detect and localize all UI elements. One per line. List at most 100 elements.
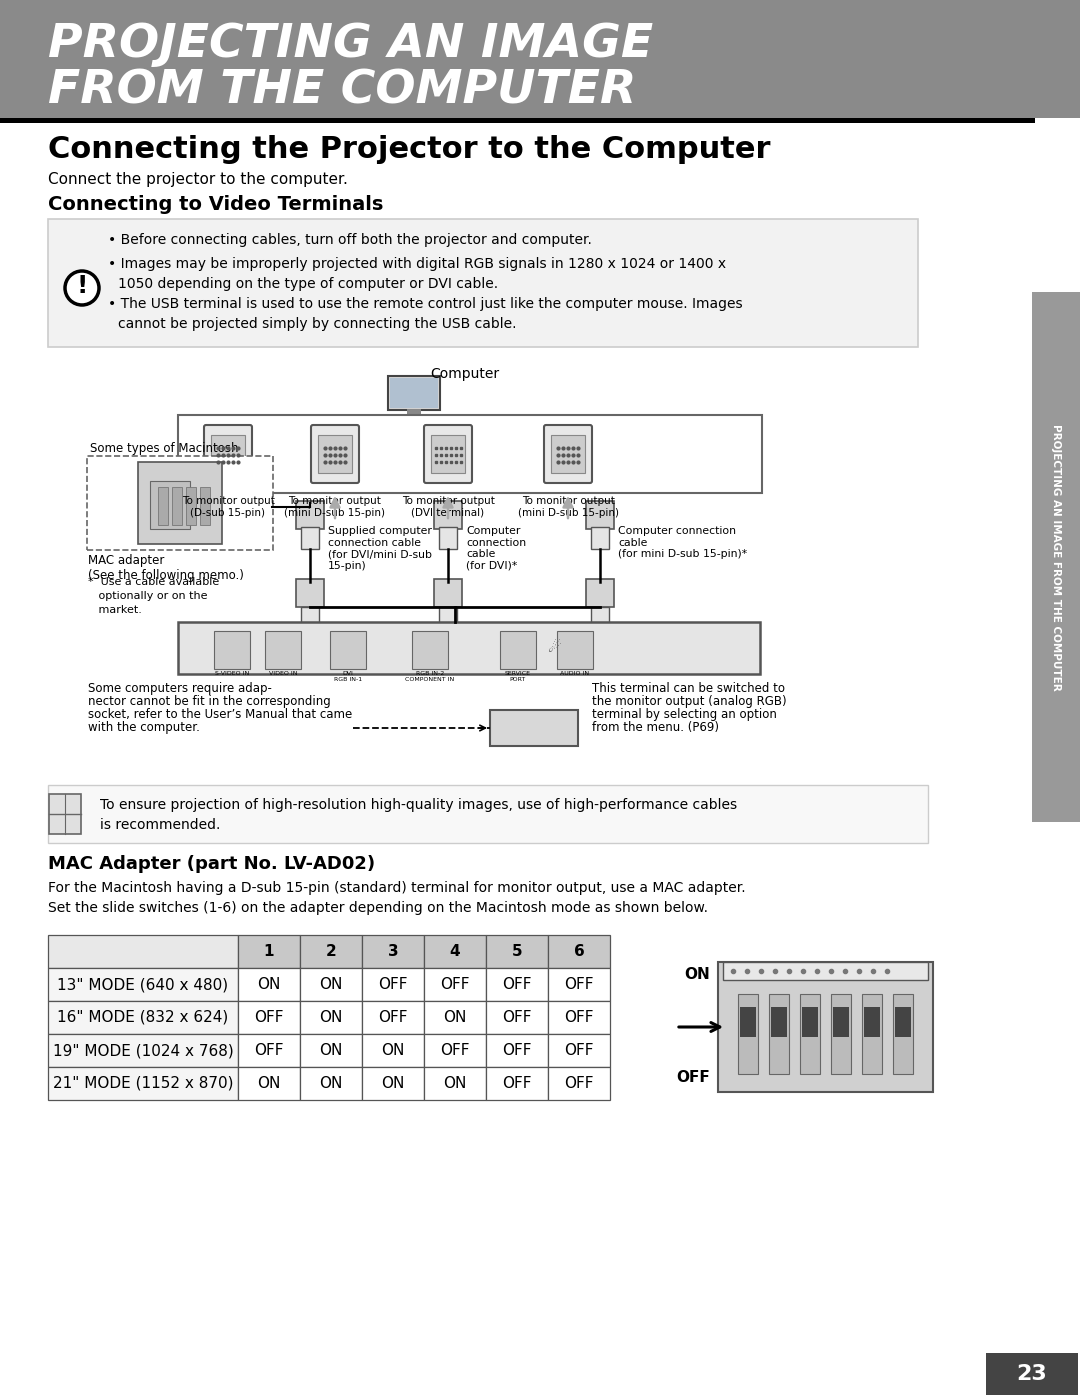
Text: from the menu. (P69): from the menu. (P69): [592, 721, 719, 733]
Bar: [300, 1034, 362, 1067]
Text: AUDIO IN: AUDIO IN: [561, 671, 590, 676]
FancyBboxPatch shape: [424, 425, 472, 483]
Text: 23: 23: [1016, 1363, 1048, 1384]
Bar: [986, 1354, 1078, 1396]
Bar: [238, 1067, 300, 1099]
Text: OFF: OFF: [502, 977, 531, 992]
Text: OFF: OFF: [676, 1070, 710, 1085]
Text: ON: ON: [320, 1010, 342, 1025]
Text: ON: ON: [320, 977, 342, 992]
Text: 1: 1: [264, 944, 274, 958]
Bar: [238, 935, 300, 968]
Text: For the Macintosh having a D-sub 15-pin (standard) terminal for monitor output, : For the Macintosh having a D-sub 15-pin …: [48, 882, 745, 895]
Bar: [548, 1034, 610, 1067]
Text: • Images may be improperly projected with digital RGB signals in 1280 x 1024 or : • Images may be improperly projected wit…: [108, 257, 726, 271]
Text: ☄: ☄: [549, 640, 562, 655]
Bar: [434, 578, 462, 608]
Bar: [548, 1002, 610, 1034]
Bar: [591, 527, 609, 549]
Text: Connecting the Projector to the Computer: Connecting the Projector to the Computer: [48, 136, 770, 163]
Text: ON: ON: [257, 977, 281, 992]
FancyBboxPatch shape: [87, 455, 273, 550]
Bar: [769, 995, 789, 1074]
Bar: [424, 935, 486, 968]
Bar: [548, 968, 610, 1002]
Text: *  Use a cable available: * Use a cable available: [87, 577, 219, 587]
Bar: [296, 578, 324, 608]
Text: OFF: OFF: [564, 1044, 594, 1058]
Text: Connecting to Video Terminals: Connecting to Video Terminals: [48, 196, 383, 214]
Bar: [48, 1002, 238, 1034]
Text: ON: ON: [257, 1076, 281, 1091]
Bar: [300, 968, 362, 1002]
Bar: [172, 488, 183, 525]
Text: Some types of Macintosh: Some types of Macintosh: [90, 441, 239, 455]
Bar: [362, 1002, 424, 1034]
Bar: [301, 527, 319, 549]
Text: SERVICE
PORT: SERVICE PORT: [505, 671, 531, 682]
Text: Some computers require adap-: Some computers require adap-: [87, 682, 272, 694]
Bar: [48, 1034, 238, 1067]
Text: Computer: Computer: [430, 367, 499, 381]
Text: Connect the projector to the computer.: Connect the projector to the computer.: [48, 172, 348, 187]
Text: terminal by selecting an option: terminal by selecting an option: [592, 708, 777, 721]
Text: MAC adapter
(See the following memo.): MAC adapter (See the following memo.): [87, 555, 244, 583]
Bar: [300, 1002, 362, 1034]
Bar: [771, 1007, 787, 1037]
Bar: [438, 608, 457, 629]
Text: OFF: OFF: [502, 1044, 531, 1058]
Text: nector cannot be fit in the corresponding: nector cannot be fit in the correspondin…: [87, 694, 330, 708]
Text: 4: 4: [449, 944, 460, 958]
Bar: [862, 995, 882, 1074]
Text: OFF: OFF: [502, 1076, 531, 1091]
Bar: [238, 968, 300, 1002]
Text: OFF: OFF: [441, 977, 470, 992]
Bar: [895, 1007, 912, 1037]
Bar: [388, 376, 440, 409]
Bar: [486, 1002, 548, 1034]
Text: Supplied computer
connection cable
(for DVI/mini D-sub
15-pin): Supplied computer connection cable (for …: [328, 527, 432, 571]
Text: 6: 6: [573, 944, 584, 958]
Text: OFF: OFF: [502, 1010, 531, 1025]
Text: 1050 depending on the type of computer or DVI cable.: 1050 depending on the type of computer o…: [118, 277, 498, 291]
Text: 13" MODE (640 x 480): 13" MODE (640 x 480): [57, 977, 229, 992]
Text: To monitor output
(D-sub 15-pin): To monitor output (D-sub 15-pin): [181, 496, 274, 518]
Text: To monitor output
(DVI terminal): To monitor output (DVI terminal): [402, 496, 495, 518]
Bar: [723, 963, 928, 981]
Bar: [301, 608, 319, 629]
Text: PROJECTING AN IMAGE: PROJECTING AN IMAGE: [48, 22, 653, 67]
Bar: [718, 963, 933, 1092]
Text: OFF: OFF: [254, 1010, 284, 1025]
Bar: [400, 415, 428, 423]
Bar: [591, 608, 609, 629]
Bar: [893, 995, 913, 1074]
Text: !: !: [77, 274, 87, 298]
Text: FROM THE COMPUTER: FROM THE COMPUTER: [48, 68, 636, 113]
Text: ON: ON: [443, 1076, 467, 1091]
Text: RGB IN-2
COMPONENT IN: RGB IN-2 COMPONENT IN: [405, 671, 455, 682]
Text: • Before connecting cables, turn off both the projector and computer.: • Before connecting cables, turn off bot…: [108, 233, 592, 247]
Bar: [833, 1007, 849, 1037]
Text: To monitor output
(mini D-sub 15-pin): To monitor output (mini D-sub 15-pin): [284, 496, 386, 518]
Bar: [200, 488, 210, 525]
Text: OFF: OFF: [564, 1076, 594, 1091]
Text: optionally or on the: optionally or on the: [87, 591, 207, 601]
Text: OFF: OFF: [441, 1044, 470, 1058]
Bar: [424, 968, 486, 1002]
Text: • The USB terminal is used to use the remote control just like the computer mous: • The USB terminal is used to use the re…: [108, 298, 743, 312]
Text: ON: ON: [381, 1044, 405, 1058]
Text: 2: 2: [326, 944, 336, 958]
Bar: [438, 527, 457, 549]
Bar: [1032, 292, 1080, 821]
Bar: [362, 1034, 424, 1067]
Text: 16" MODE (832 x 624): 16" MODE (832 x 624): [57, 1010, 229, 1025]
Bar: [300, 935, 362, 968]
Text: 3: 3: [388, 944, 399, 958]
Bar: [864, 1007, 880, 1037]
Text: OFF: OFF: [254, 1044, 284, 1058]
Bar: [486, 1067, 548, 1099]
Text: OFF: OFF: [378, 1010, 408, 1025]
Bar: [0, 0, 1080, 117]
Bar: [318, 434, 352, 474]
Text: ON: ON: [685, 967, 710, 982]
